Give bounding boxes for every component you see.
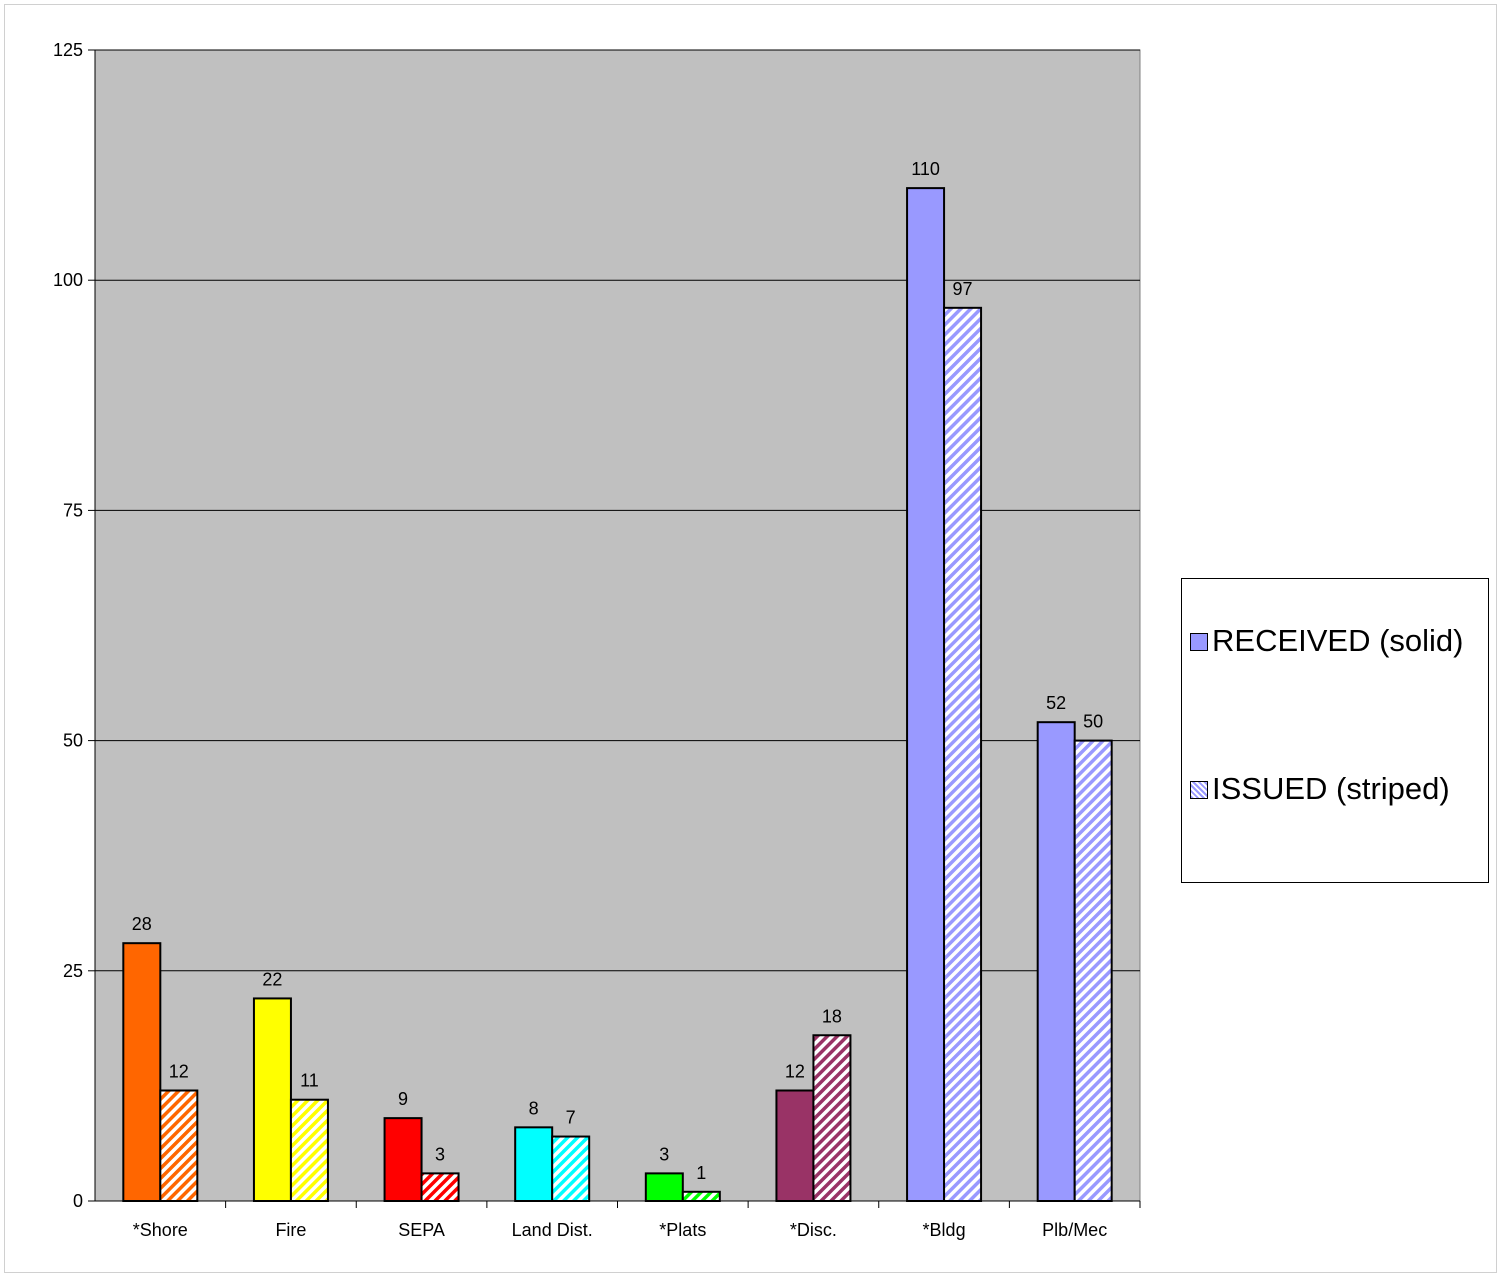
x-tick-label: *Disc.	[790, 1220, 837, 1240]
data-label: 28	[132, 914, 152, 934]
bar-received-plats	[644, 1172, 684, 1202]
data-label: 3	[435, 1144, 445, 1164]
data-label: 8	[529, 1098, 539, 1118]
legend-swatch-received	[1190, 633, 1208, 651]
legend-swatch-issued	[1190, 781, 1208, 799]
legend-label-issued: ISSUED (striped)	[1212, 771, 1450, 806]
data-label: 22	[262, 969, 282, 989]
y-tick-label: 75	[63, 500, 83, 520]
x-tick-label: SEPA	[398, 1220, 445, 1240]
bar-received-land-dist	[514, 1126, 554, 1203]
y-tick-label: 0	[73, 1191, 83, 1211]
data-label: 7	[566, 1108, 576, 1128]
y-tick-label: 100	[53, 270, 83, 290]
bar-issued-bldg	[943, 306, 983, 1203]
data-label: 3	[659, 1144, 669, 1164]
data-label: 97	[953, 279, 973, 299]
data-label: 9	[398, 1089, 408, 1109]
legend-entry-received: RECEIVED (solid)	[1190, 623, 1482, 659]
legend-entry-issued: ISSUED (striped)	[1190, 771, 1482, 807]
x-tick-label: Fire	[275, 1220, 306, 1240]
chart-frame	[4, 4, 1497, 1273]
bar-issued-shore	[159, 1089, 199, 1203]
bar-issued-land-dist	[551, 1135, 591, 1202]
bar-received-bldg	[906, 187, 946, 1202]
data-label: 52	[1046, 693, 1066, 713]
x-tick-label: Land Dist.	[512, 1220, 593, 1240]
plot-area	[94, 49, 1141, 1202]
bar-issued-plb-mec	[1073, 739, 1113, 1202]
bar-issued-plats	[681, 1190, 721, 1202]
data-label: 12	[785, 1062, 805, 1082]
data-label: 110	[911, 159, 940, 179]
legend-label-received: RECEIVED (solid)	[1212, 623, 1464, 658]
data-label: 18	[822, 1006, 842, 1026]
bar-received-fire	[252, 997, 292, 1203]
data-label: 11	[300, 1071, 319, 1091]
bar-received-disc	[775, 1089, 815, 1203]
bar-issued-sepa	[420, 1172, 460, 1202]
legend: RECEIVED (solid) ISSUED (striped)	[1181, 578, 1489, 883]
y-tick-label: 125	[53, 40, 83, 60]
x-tick-label: *Plats	[659, 1220, 706, 1240]
x-tick-label: *Bldg	[923, 1220, 966, 1240]
bar-received-shore	[122, 942, 162, 1203]
bar-issued-disc	[812, 1034, 852, 1202]
data-label: 12	[169, 1062, 189, 1082]
y-tick-label: 25	[63, 961, 83, 981]
data-label: 1	[696, 1163, 706, 1183]
y-tick-label: 50	[63, 731, 83, 751]
data-label: 50	[1083, 712, 1103, 732]
bar-received-sepa	[383, 1117, 423, 1203]
x-tick-label: Plb/Mec	[1042, 1220, 1107, 1240]
bar-received-plb-mec	[1036, 721, 1076, 1203]
bar-issued-fire	[289, 1098, 329, 1203]
x-tick-label: *Shore	[133, 1220, 188, 1240]
